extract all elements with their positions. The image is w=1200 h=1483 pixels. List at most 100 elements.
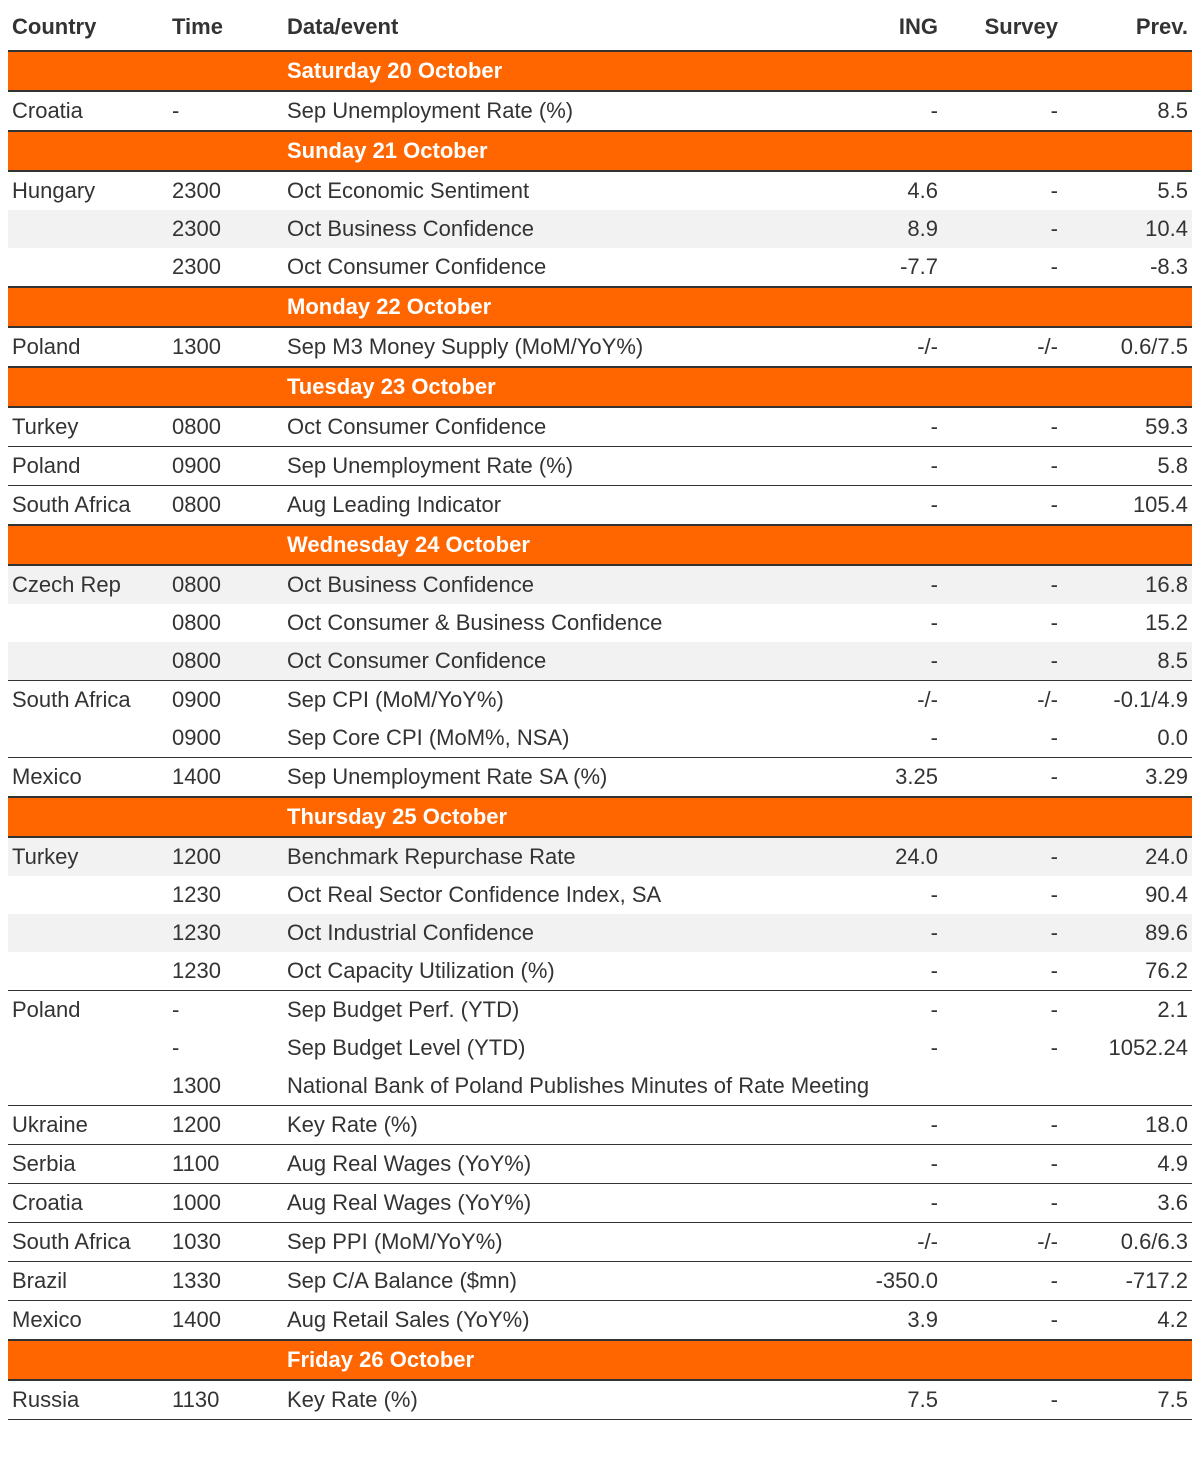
cell-ing: 7.5 [822,1380,942,1420]
cell-event: Aug Retail Sales (YoY%) [283,1301,822,1341]
cell-survey: - [942,1380,1062,1420]
table-row: Russia1130Key Rate (%)7.5-7.5 [8,1380,1192,1420]
cell-time: 0900 [168,719,283,758]
cell-time: 1200 [168,837,283,876]
cell-ing: - [822,565,942,604]
cell-survey: - [942,604,1062,642]
cell-ing: - [822,604,942,642]
cell-country: Czech Rep [8,565,168,604]
cell-ing: - [822,914,942,952]
section-title: Monday 22 October [283,287,1192,327]
cell-prev: 4.9 [1062,1145,1192,1184]
section-title: Wednesday 24 October [283,525,1192,565]
cell-event: Key Rate (%) [283,1380,822,1420]
cell-survey: - [942,876,1062,914]
cell-country [8,952,168,991]
section-blank [8,1340,168,1380]
section-blank [168,131,283,171]
cell-ing: - [822,719,942,758]
table-row: South Africa1030Sep PPI (MoM/YoY%)-/--/-… [8,1223,1192,1262]
cell-survey: -/- [942,681,1062,720]
cell-event: Aug Real Wages (YoY%) [283,1184,822,1223]
cell-prev: 5.5 [1062,171,1192,210]
section-title: Friday 26 October [283,1340,1192,1380]
section-header: Tuesday 23 October [8,367,1192,407]
cell-event: Sep Core CPI (MoM%, NSA) [283,719,822,758]
cell-prev: 105.4 [1062,486,1192,526]
cell-country: Serbia [8,1145,168,1184]
cell-survey: - [942,447,1062,486]
section-blank [8,367,168,407]
col-ing: ING [822,8,942,51]
cell-prev: 0.6/7.5 [1062,327,1192,367]
cell-survey: - [942,210,1062,248]
cell-prev: 3.6 [1062,1184,1192,1223]
cell-prev: 8.5 [1062,91,1192,131]
cell-country [8,248,168,287]
cell-ing: -7.7 [822,248,942,287]
cell-survey: - [942,642,1062,681]
cell-prev: -0.1/4.9 [1062,681,1192,720]
cell-country: Mexico [8,1301,168,1341]
section-header: Saturday 20 October [8,51,1192,91]
cell-country: Ukraine [8,1106,168,1145]
cell-ing: - [822,1106,942,1145]
table-row: 0800Oct Consumer & Business Confidence--… [8,604,1192,642]
cell-country [8,719,168,758]
cell-time: 2300 [168,171,283,210]
cell-survey [942,1067,1062,1106]
cell-time: 1300 [168,327,283,367]
table-row: 0800Oct Consumer Confidence--8.5 [8,642,1192,681]
section-header: Sunday 21 October [8,131,1192,171]
cell-time: 0800 [168,407,283,447]
cell-survey: - [942,758,1062,798]
cell-event: Oct Real Sector Confidence Index, SA [283,876,822,914]
cell-time: 0800 [168,604,283,642]
cell-ing: - [822,876,942,914]
cell-time: - [168,991,283,1030]
cell-country: Croatia [8,1184,168,1223]
cell-country: Turkey [8,837,168,876]
cell-prev: 3.29 [1062,758,1192,798]
cell-time: 1230 [168,952,283,991]
cell-event: Sep Budget Perf. (YTD) [283,991,822,1030]
cell-time: 0800 [168,486,283,526]
cell-ing: - [822,1184,942,1223]
cell-prev: 2.1 [1062,991,1192,1030]
calendar-body: Saturday 20 OctoberCroatia-Sep Unemploym… [8,51,1192,1420]
cell-time: 1230 [168,876,283,914]
cell-country: Poland [8,327,168,367]
section-title: Saturday 20 October [283,51,1192,91]
table-row: Croatia1000Aug Real Wages (YoY%)--3.6 [8,1184,1192,1223]
cell-ing: - [822,642,942,681]
cell-time: 0900 [168,681,283,720]
cell-time: 1330 [168,1262,283,1301]
cell-ing: - [822,1029,942,1067]
cell-country: Poland [8,991,168,1030]
cell-country: Poland [8,447,168,486]
cell-country: South Africa [8,1223,168,1262]
cell-survey: - [942,1029,1062,1067]
cell-time: 1100 [168,1145,283,1184]
cell-time: - [168,91,283,131]
section-blank [8,287,168,327]
table-row: Serbia1100Aug Real Wages (YoY%)--4.9 [8,1145,1192,1184]
cell-country: Hungary [8,171,168,210]
cell-ing: 4.6 [822,171,942,210]
cell-ing: -/- [822,1223,942,1262]
cell-event: Oct Consumer Confidence [283,642,822,681]
cell-time: 1000 [168,1184,283,1223]
cell-prev: 18.0 [1062,1106,1192,1145]
cell-time: 0800 [168,565,283,604]
cell-event: Aug Real Wages (YoY%) [283,1145,822,1184]
cell-prev: 5.8 [1062,447,1192,486]
cell-survey: - [942,837,1062,876]
cell-ing: - [822,991,942,1030]
section-header: Wednesday 24 October [8,525,1192,565]
cell-event: Oct Industrial Confidence [283,914,822,952]
cell-ing: -/- [822,327,942,367]
section-blank [168,51,283,91]
table-row: South Africa0800Aug Leading Indicator--1… [8,486,1192,526]
section-title: Thursday 25 October [283,797,1192,837]
table-row: 0900Sep Core CPI (MoM%, NSA)--0.0 [8,719,1192,758]
